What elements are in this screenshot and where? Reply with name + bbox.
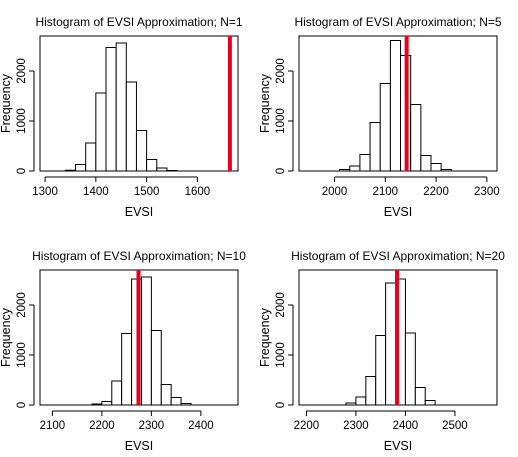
histogram-bar — [349, 165, 361, 172]
x-tick-label: 2100 — [40, 420, 66, 432]
histogram-bar — [85, 142, 97, 172]
x-tick-label: 2300 — [474, 186, 500, 198]
y-axis-label: Frequency — [0, 307, 13, 367]
x-tick-label: 1600 — [185, 186, 211, 198]
histogram-bar — [140, 276, 152, 406]
histogram-bar — [75, 164, 87, 172]
chart-title: Histogram of EVSI Approximation; N=1 — [35, 15, 242, 29]
y-tick-label: 2000 — [275, 292, 287, 318]
y-tick-label: 0 — [16, 402, 28, 408]
x-tick-label: 1400 — [83, 186, 109, 198]
y-axis-label: Frequency — [258, 73, 272, 133]
histogram-bar — [385, 282, 397, 406]
histogram-bar — [64, 169, 77, 172]
histogram-bar — [160, 384, 172, 406]
y-tick-label: 1000 — [275, 108, 287, 134]
y-tick-label: 0 — [275, 168, 287, 174]
histogram-bar — [430, 163, 442, 172]
histogram-bar — [389, 40, 402, 172]
histogram-bar — [115, 42, 127, 172]
x-tick-label: 2100 — [373, 186, 399, 198]
histogram-bar — [101, 401, 113, 406]
histogram-bar — [135, 130, 148, 172]
x-tick-label: 2300 — [343, 420, 369, 432]
y-tick-label: 0 — [16, 168, 28, 174]
histogram-bar — [355, 396, 367, 406]
histogram-bar — [95, 92, 107, 172]
histogram-panel-2: Histogram of EVSI Approximation; N=5 2000… — [258, 15, 502, 219]
x-tick-label: 2400 — [393, 420, 419, 432]
y-tick-label: 2000 — [16, 58, 28, 84]
x-tick-label: 2200 — [89, 420, 115, 432]
x-tick-label: 2300 — [139, 420, 165, 432]
histogram-bar — [414, 387, 426, 406]
histogram-bar — [359, 154, 371, 172]
histogram-bar — [150, 330, 162, 406]
y-axis-label: Frequency — [0, 73, 13, 133]
x-axis-label: EVSI — [125, 205, 154, 219]
histogram-bar — [339, 169, 351, 172]
x-tick-label: 2200 — [423, 186, 449, 198]
x-tick-label: 2400 — [188, 420, 214, 432]
chart-title: Histogram of EVSI Approximation; N=5 — [294, 15, 501, 29]
y-tick-label: 0 — [275, 402, 287, 408]
histogram-bar — [91, 403, 103, 406]
histogram-bar — [156, 167, 168, 172]
histogram-panel-3: Histogram of EVSI Approximation; N=10 210… — [0, 249, 246, 453]
y-tick-label: 1000 — [16, 108, 28, 134]
y-tick-label: 2000 — [16, 292, 28, 318]
x-axis-label: EVSI — [384, 205, 413, 219]
y-tick-label: 1000 — [275, 342, 287, 368]
x-tick-label: 2200 — [294, 420, 320, 432]
x-tick-label: 1300 — [32, 186, 58, 198]
histogram-bar — [125, 81, 137, 172]
histogram-bar — [424, 400, 436, 406]
histogram-panel-4: Histogram of EVSI Approximation; N=20 220… — [258, 249, 505, 453]
histogram-bar — [404, 332, 416, 406]
histogram-bar — [379, 83, 391, 172]
histogram-bar — [105, 47, 117, 172]
x-tick-label: 2000 — [322, 186, 348, 198]
y-axis-label: Frequency — [258, 307, 272, 367]
x-tick-label: 1500 — [134, 186, 160, 198]
histogram-bar — [375, 335, 387, 406]
histogram-bar — [111, 380, 123, 406]
histogram-bar — [410, 104, 422, 172]
histogram-bar — [440, 169, 452, 172]
x-axis-label: EVSI — [125, 439, 154, 453]
chart-title: Histogram of EVSI Approximation; N=10 — [32, 249, 246, 263]
histogram-bar — [170, 397, 182, 406]
chart-title: Histogram of EVSI Approximation; N=20 — [291, 249, 505, 263]
x-tick-label: 2500 — [442, 420, 468, 432]
histogram-bar — [345, 402, 357, 406]
histogram-bar — [166, 170, 178, 172]
histogram-bar — [146, 159, 158, 172]
histogram-panel-1: Histogram of EVSI Approximation; N=1 1300… — [0, 15, 243, 219]
histogram-bar — [365, 376, 377, 406]
histogram-bar — [420, 155, 432, 172]
x-axis-label: EVSI — [384, 439, 413, 453]
histogram-bar — [121, 333, 133, 406]
y-tick-label: 1000 — [16, 342, 28, 368]
histogram-bar — [369, 122, 381, 172]
histogram-bar — [180, 403, 192, 406]
y-tick-label: 2000 — [275, 58, 287, 84]
